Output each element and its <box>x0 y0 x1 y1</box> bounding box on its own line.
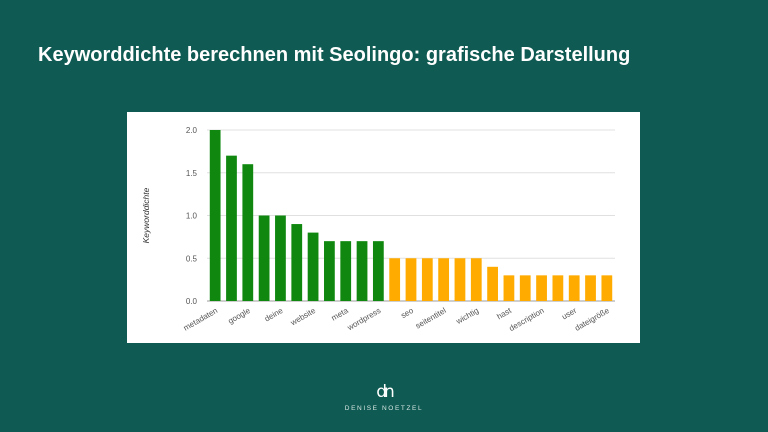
bar <box>487 266 498 301</box>
y-axis-label: Keyworddichte <box>141 187 151 243</box>
bar <box>340 241 352 301</box>
y-tick-label: 0.0 <box>186 297 198 306</box>
bar <box>242 164 254 301</box>
x-tick-label: wichtig <box>454 306 481 327</box>
x-tick-label: dateigröße <box>573 306 611 333</box>
bar <box>536 275 547 301</box>
y-tick-label: 1.5 <box>186 169 198 178</box>
bar <box>389 258 401 301</box>
bar <box>503 275 515 301</box>
bar <box>601 275 613 301</box>
bar <box>209 130 221 301</box>
bar <box>226 155 237 301</box>
bar <box>372 241 384 301</box>
bar <box>568 275 580 301</box>
x-tick-label: user <box>560 306 578 322</box>
bar <box>470 258 482 301</box>
bar <box>356 241 368 301</box>
x-tick-label: hast <box>495 306 513 322</box>
bar <box>324 241 335 301</box>
y-tick-label: 1.0 <box>186 212 198 221</box>
x-tick-label: seo <box>399 306 415 321</box>
bar <box>454 258 466 301</box>
bar <box>421 258 433 301</box>
bar <box>275 215 286 301</box>
x-tick-label: seitentitel <box>414 306 448 331</box>
x-tick-label: website <box>288 306 317 328</box>
x-tick-label: description <box>508 306 546 333</box>
bar <box>307 232 319 301</box>
x-tick-label: metadaten <box>182 306 219 333</box>
slide-title: Keyworddichte berechnen mit Seolingo: gr… <box>38 44 631 66</box>
keyword-density-chart: 0.0 0.5 1.0 1.5 2.0 Keyworddichte metadaten goo… <box>141 126 615 333</box>
x-tick-label: deine <box>263 306 285 324</box>
bar <box>258 215 270 301</box>
y-tick-label: 2.0 <box>186 126 198 135</box>
x-tick-label: meta <box>330 306 350 323</box>
bar <box>552 275 564 301</box>
brand-logo: dn DENISE NOETZEL <box>0 382 768 413</box>
chart-card: 0.0 0.5 1.0 1.5 2.0 Keyworddichte metadaten goo… <box>127 112 640 343</box>
logo-text: DENISE NOETZEL <box>344 405 424 412</box>
bar <box>585 275 596 301</box>
bar <box>438 258 450 301</box>
y-tick-label: 0.5 <box>186 254 198 263</box>
x-tick-label: google <box>226 306 252 326</box>
x-tick-label: wordpress <box>345 306 382 333</box>
bar <box>405 258 417 301</box>
logo-mark: dn <box>376 382 395 402</box>
bar <box>291 224 303 301</box>
bar <box>519 275 531 301</box>
